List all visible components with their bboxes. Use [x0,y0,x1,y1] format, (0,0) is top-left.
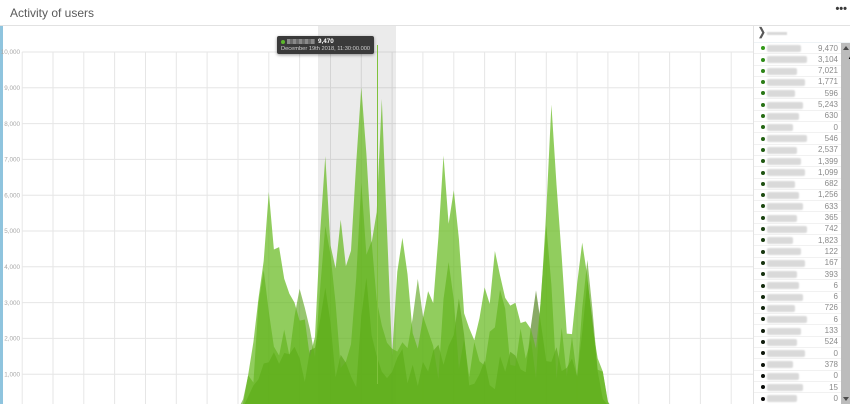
svg-text:3,000: 3,000 [4,300,20,307]
svg-text:6,000: 6,000 [4,192,20,199]
svg-text:4,000: 4,000 [4,264,20,271]
svg-text:2,000: 2,000 [4,336,20,343]
svg-text:9,000: 9,000 [4,85,20,92]
svg-text:5,000: 5,000 [4,228,20,235]
svg-text:7,000: 7,000 [4,157,20,164]
svg-text:8,000: 8,000 [4,121,20,128]
svg-text:10,000: 10,000 [1,49,21,56]
svg-text:1,000: 1,000 [4,371,20,378]
